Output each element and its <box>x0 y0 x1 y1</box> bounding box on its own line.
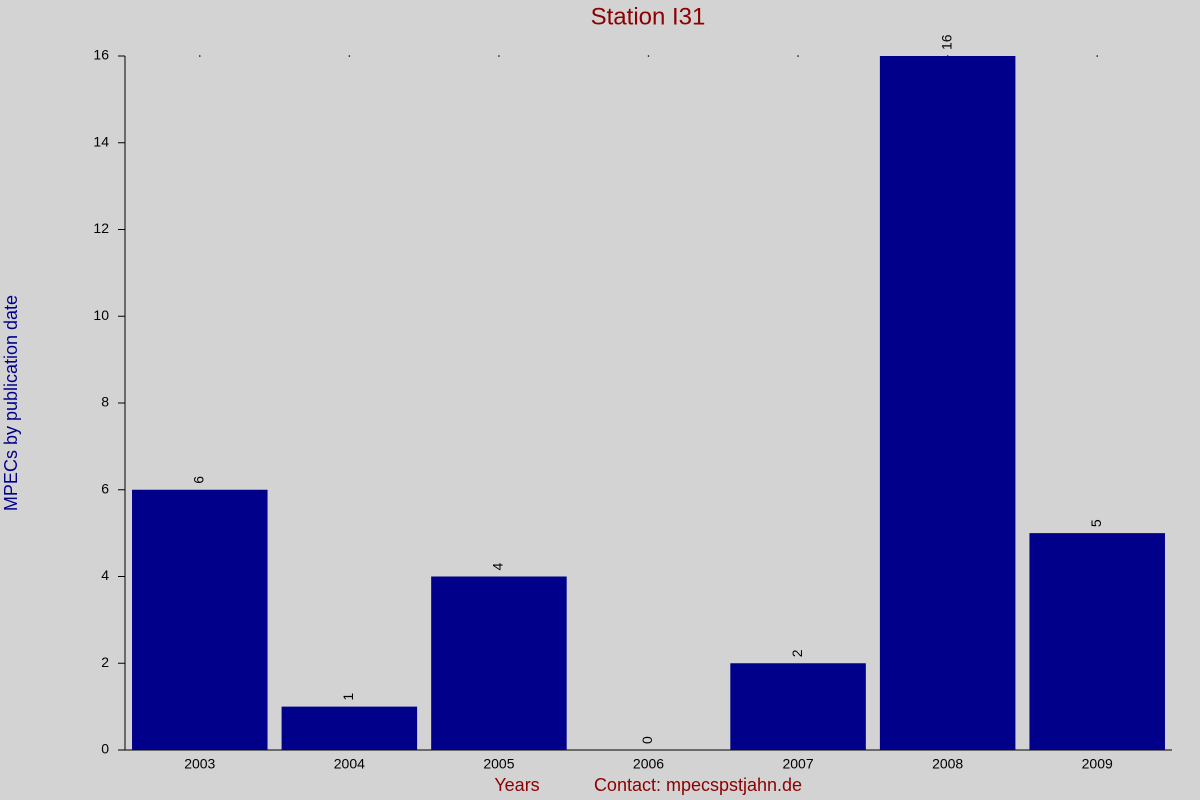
x-tick-label: 2006 <box>633 756 664 772</box>
value-label: 6 <box>190 476 206 484</box>
bar <box>132 489 268 750</box>
x-tick-label: 2003 <box>184 756 215 772</box>
y-tick-label: 0 <box>101 741 109 757</box>
value-label: 2 <box>789 649 805 657</box>
bar <box>730 663 866 750</box>
bar <box>281 706 418 750</box>
y-axis-label: MPECs by publication date <box>1 295 21 511</box>
y-tick-label: 16 <box>93 47 109 63</box>
contact-note: Contact: mpecspstjahn.de <box>594 775 802 795</box>
top-tick-dot <box>797 55 799 57</box>
y-tick-label: 8 <box>101 394 109 410</box>
y-tick-label: 2 <box>101 654 109 670</box>
top-tick-dot <box>198 55 201 57</box>
bar <box>431 576 567 750</box>
x-tick-label: 2007 <box>782 756 813 772</box>
x-tick-label: 2004 <box>334 756 365 772</box>
y-tick-label: 6 <box>101 480 109 496</box>
x-tick-label: 2005 <box>483 756 514 772</box>
x-tick-label: 2009 <box>1082 756 1113 772</box>
value-label: 4 <box>490 563 506 571</box>
top-tick-dot <box>647 55 650 57</box>
value-label: 1 <box>340 693 356 701</box>
bar <box>879 56 1016 750</box>
x-tick-label: 2008 <box>932 756 963 772</box>
top-tick-dot <box>1096 55 1099 57</box>
value-label: 16 <box>938 34 954 50</box>
y-tick-label: 14 <box>93 133 109 149</box>
top-tick-dot <box>348 55 351 57</box>
bar <box>1029 533 1165 750</box>
chart-title: Station I31 <box>591 3 706 30</box>
y-tick-label: 10 <box>93 307 109 323</box>
y-tick-label: 4 <box>101 567 109 583</box>
value-label: 0 <box>639 736 655 744</box>
value-label: 5 <box>1088 519 1104 527</box>
y-tick-label: 12 <box>93 220 109 236</box>
x-axis-label: Years <box>494 775 539 795</box>
top-tick-dot <box>498 55 500 57</box>
